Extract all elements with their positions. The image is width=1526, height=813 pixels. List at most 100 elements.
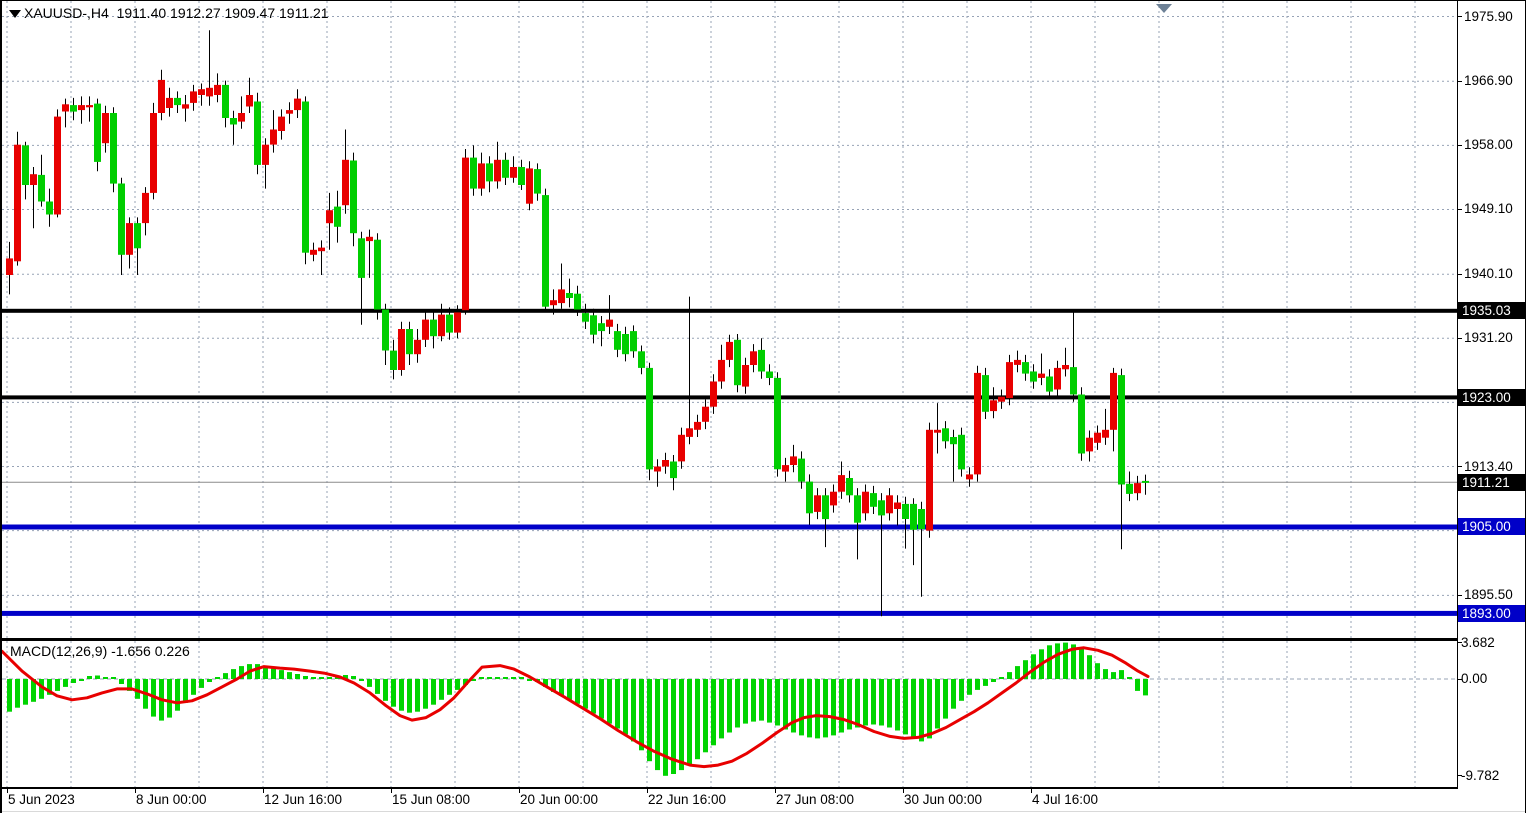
macd-histogram-bar — [463, 679, 468, 685]
macd-histogram-bar — [439, 679, 444, 700]
candle-body — [134, 223, 141, 249]
macd-histogram-bar — [207, 679, 212, 682]
candle-body — [294, 98, 301, 111]
candle-body — [206, 87, 213, 97]
candle-body — [742, 365, 749, 387]
macd-histogram-bar — [447, 679, 452, 695]
macd-histogram-bar — [775, 679, 780, 726]
macd-histogram-bar — [911, 679, 916, 739]
candle-body — [470, 157, 477, 189]
price-tick-mark — [1457, 144, 1462, 146]
price-level-line[interactable] — [2, 395, 1457, 400]
candle-body — [1142, 480, 1149, 483]
macd-histogram-bar — [511, 677, 516, 679]
candle-body — [454, 312, 461, 333]
macd-histogram-bar — [703, 679, 708, 753]
macd-tick-label: 0.00 — [1461, 671, 1488, 686]
chart-shift-marker-icon[interactable] — [1156, 4, 1172, 13]
macd-histogram-bar — [967, 679, 972, 695]
macd-histogram-bar — [655, 679, 660, 771]
candle-body — [390, 350, 397, 370]
candle-body — [766, 371, 773, 378]
candle-body — [750, 351, 757, 365]
candle-body — [838, 475, 845, 492]
macd-histogram-bar — [1127, 677, 1132, 679]
pane-separator[interactable] — [2, 638, 1457, 641]
macd-histogram-bar — [527, 679, 532, 681]
candle-body — [414, 339, 421, 355]
candle-body — [446, 314, 453, 333]
macd-histogram-bar — [407, 679, 412, 713]
candle-body — [1134, 483, 1141, 494]
macd-histogram-bar — [751, 679, 756, 722]
candle-body — [102, 113, 109, 144]
candle-body — [22, 145, 29, 185]
candle-body — [502, 159, 509, 178]
macd-histogram-bar — [303, 676, 308, 679]
candle-body — [710, 381, 717, 407]
macd-histogram-bar — [615, 679, 620, 729]
macd-histogram-bar — [519, 677, 524, 679]
candle-body — [286, 110, 293, 114]
candle-body — [382, 309, 389, 351]
candle-body — [158, 79, 165, 113]
macd-histogram-bar — [455, 679, 460, 690]
macd-histogram-bar — [351, 676, 356, 679]
candle-body — [214, 84, 221, 95]
macd-histogram-bar — [503, 677, 508, 679]
candle-body — [566, 293, 573, 298]
candle-body — [318, 247, 325, 252]
macd-histogram-bar — [1103, 669, 1108, 679]
candle-body — [694, 421, 701, 430]
candle-body — [790, 456, 797, 465]
macd-histogram-bar — [295, 674, 300, 679]
macd-pane-bottom-border — [2, 787, 1457, 789]
candle-body — [990, 400, 997, 412]
candle-body — [870, 493, 877, 507]
macd-histogram-bar — [359, 679, 364, 681]
candle-body — [950, 437, 957, 445]
macd-histogram-bar — [63, 679, 68, 687]
macd-histogram-bar — [119, 679, 124, 684]
macd-histogram-bar — [551, 679, 556, 692]
candle-body — [854, 495, 861, 523]
price-badge: 1923.00 — [1458, 388, 1525, 406]
macd-histogram-bar — [679, 679, 684, 771]
macd-histogram-bar — [231, 669, 236, 679]
candle-body — [342, 159, 349, 206]
candle-body — [542, 195, 549, 307]
price-level-line[interactable] — [2, 524, 1457, 530]
macd-tick-label: 3.682 — [1461, 634, 1495, 650]
macd-histogram-bar — [383, 679, 388, 701]
candle-body — [6, 258, 13, 275]
candle-body — [670, 461, 677, 479]
candle-body — [14, 144, 21, 262]
symbol-dropdown-icon[interactable] — [9, 10, 21, 18]
chart-title: XAUUSD-,H4 1911.40 1912.27 1909.47 1911.… — [24, 5, 329, 21]
candle-body — [526, 168, 533, 204]
price-pane[interactable] — [2, 1, 1457, 638]
candle-body — [126, 223, 133, 255]
macd-pane[interactable] — [2, 641, 1457, 787]
macd-histogram-bar — [959, 679, 964, 701]
candle-body — [1086, 437, 1093, 452]
macd-histogram-bar — [1063, 642, 1068, 679]
candle-body — [718, 359, 725, 382]
candle-body — [398, 329, 405, 370]
macd-histogram-bar — [743, 679, 748, 724]
candle-body — [142, 192, 149, 224]
candle-body — [638, 351, 645, 368]
macd-histogram-bar — [471, 679, 476, 681]
macd-histogram-bar — [559, 679, 564, 696]
macd-histogram-bar — [935, 679, 940, 729]
macd-histogram-bar — [1095, 663, 1100, 679]
macd-histogram-bar — [1143, 679, 1148, 696]
candle-body — [430, 319, 437, 337]
candle-body — [550, 300, 557, 306]
candle-body — [678, 434, 685, 462]
candle-body — [686, 428, 693, 437]
price-level-line[interactable] — [2, 610, 1457, 616]
candle-body — [278, 116, 285, 131]
candle-body — [518, 167, 525, 185]
price-level-line[interactable] — [2, 308, 1457, 313]
